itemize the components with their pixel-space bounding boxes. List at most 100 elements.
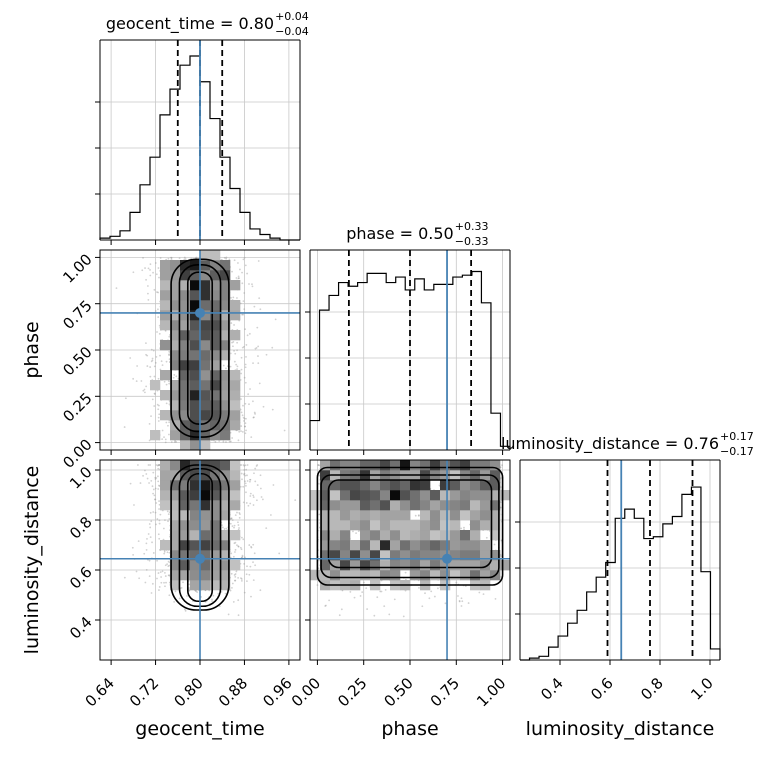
sample-point [153, 288, 156, 291]
density-block [160, 260, 171, 271]
density-block [170, 460, 181, 471]
sample-point [154, 310, 157, 312]
sample-point [233, 324, 235, 326]
sample-point [242, 300, 245, 303]
sample-point [230, 296, 232, 299]
density-block [190, 390, 201, 401]
sample-point [154, 511, 157, 514]
density-block [200, 380, 211, 391]
sample-point [232, 345, 234, 348]
sample-point [159, 354, 161, 357]
density-block [180, 390, 191, 401]
sample-point [148, 422, 151, 425]
sample-point [142, 389, 145, 392]
sample-point [238, 430, 241, 433]
sample-point [229, 522, 232, 525]
histogram-bin [230, 188, 240, 240]
sample-point [233, 360, 236, 363]
sample-point [157, 408, 160, 411]
sample-point [232, 296, 235, 299]
histogram-bin [625, 509, 635, 660]
sample-point [250, 595, 252, 598]
sample-point [243, 256, 246, 259]
sample-point [164, 585, 166, 588]
sample-point [167, 380, 170, 383]
sample-point [234, 551, 236, 553]
histogram-bin [396, 277, 406, 450]
sample-point [143, 552, 146, 555]
sample-point [167, 513, 170, 516]
density-block [160, 490, 171, 501]
density-block [220, 260, 231, 271]
sample-point [245, 429, 247, 432]
sample-point [153, 392, 156, 395]
sample-point [178, 597, 181, 600]
sample-point [234, 352, 237, 355]
density-block [180, 520, 191, 531]
histogram-bin [120, 231, 130, 240]
sample-point [168, 350, 171, 353]
density-block [220, 430, 231, 441]
histogram-bin [150, 157, 160, 240]
sample-point [231, 519, 234, 521]
density-block [180, 380, 191, 391]
histogram-bin [558, 636, 568, 660]
sample-point [241, 414, 244, 417]
sample-point [157, 467, 160, 470]
sample-point [149, 526, 152, 529]
sample-point [230, 517, 232, 520]
density-block [180, 330, 191, 341]
sample-point [246, 474, 248, 477]
sample-point [233, 526, 235, 529]
density-block [200, 520, 211, 531]
histogram-bin [130, 212, 140, 240]
sample-point [144, 391, 146, 394]
histogram-bin [415, 279, 425, 450]
sample-point [237, 545, 240, 548]
sample-point [252, 543, 255, 546]
sample-point [252, 579, 255, 582]
hist-grid-luminosity_distance [520, 460, 720, 660]
density-block [180, 490, 191, 501]
density-block [210, 460, 221, 471]
sample-point [239, 513, 241, 516]
sample-point [158, 519, 161, 522]
sample-point [135, 380, 138, 383]
density-block [220, 460, 231, 471]
density-block [230, 500, 241, 511]
sample-point [153, 405, 156, 407]
density-block [200, 360, 211, 371]
density-block [190, 580, 201, 591]
histogram-bin [367, 273, 377, 450]
sample-point [254, 467, 257, 470]
sample-point [149, 274, 152, 277]
sample-point [257, 362, 260, 365]
sample-point [244, 328, 246, 331]
sample-point [180, 586, 183, 589]
sample-point [167, 574, 170, 577]
histogram-bin [160, 115, 170, 240]
histogram-bin [220, 157, 230, 240]
sample-point [164, 519, 166, 522]
sample-point [175, 375, 178, 378]
sample-point [211, 600, 214, 603]
sample-point [230, 572, 233, 575]
density-block [200, 510, 211, 521]
sample-point [155, 477, 158, 479]
sample-point [151, 357, 154, 360]
sample-point [152, 511, 155, 513]
title-lower-error: −0.04 [275, 25, 309, 38]
sample-point [246, 580, 248, 583]
sample-point [157, 572, 160, 574]
histogram-bin [310, 421, 320, 450]
sample-point [243, 345, 245, 348]
histogram-bin [200, 82, 210, 240]
density-block [230, 310, 241, 321]
density-block [190, 410, 201, 421]
sample-point [155, 502, 158, 504]
sample-point [150, 360, 153, 363]
sample-point [147, 299, 150, 301]
density-block [160, 340, 171, 351]
sample-point [241, 430, 244, 433]
sample-point [159, 571, 162, 574]
